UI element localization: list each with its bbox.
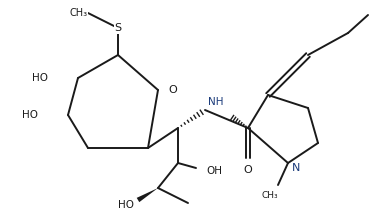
Text: HO: HO	[22, 110, 38, 120]
Text: N: N	[292, 163, 300, 173]
Text: CH₃: CH₃	[70, 8, 88, 18]
Text: O: O	[168, 85, 177, 95]
Text: O: O	[244, 165, 252, 175]
Text: NH: NH	[208, 97, 224, 107]
Text: S: S	[114, 23, 122, 33]
Text: CH₃: CH₃	[262, 191, 278, 199]
Text: HO: HO	[118, 200, 134, 210]
Text: OH: OH	[206, 166, 222, 176]
Polygon shape	[137, 188, 158, 202]
Text: HO: HO	[32, 73, 48, 83]
